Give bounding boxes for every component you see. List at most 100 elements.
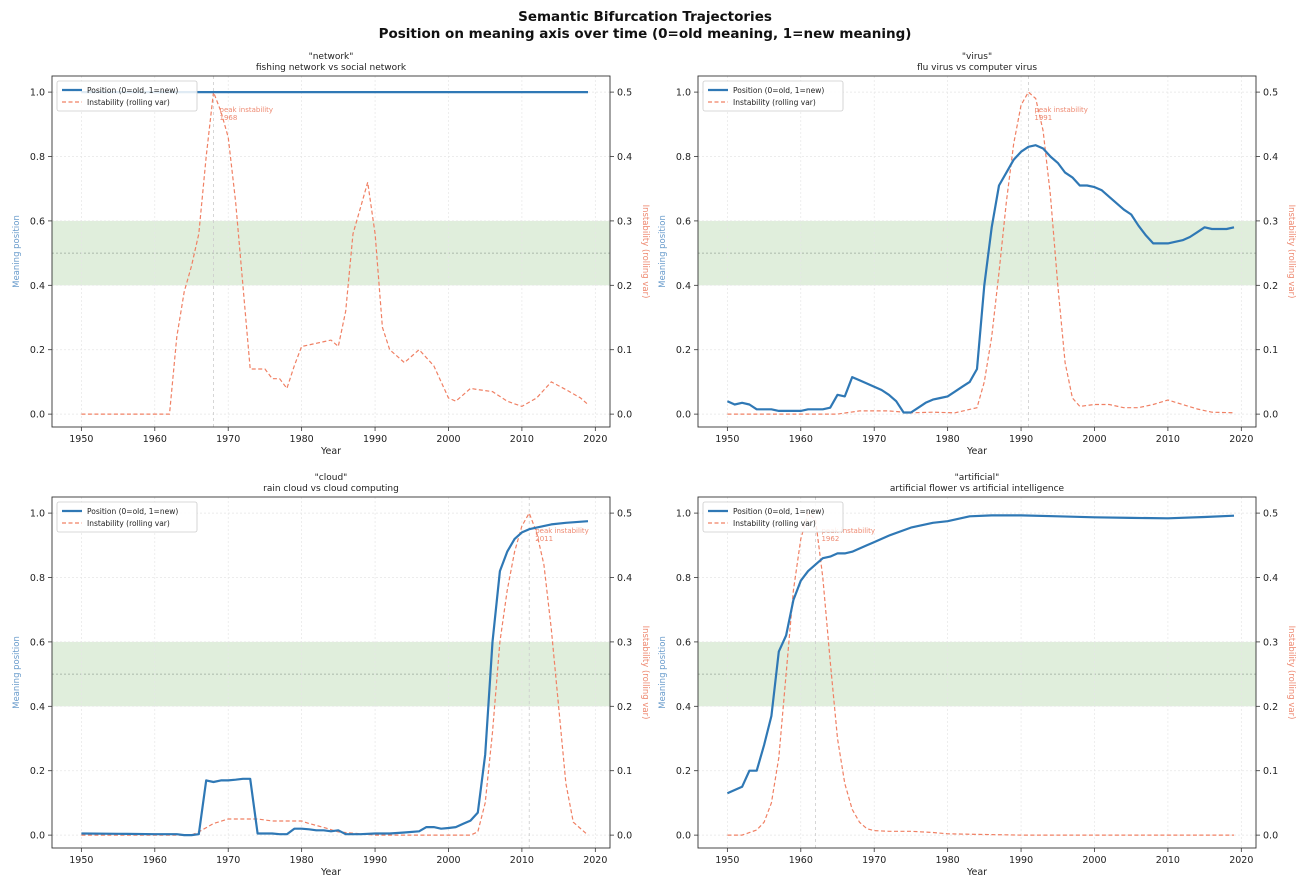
x-tick-label: 2010 [510,434,534,445]
x-tick-label: 1980 [290,434,314,445]
x-tick-label: 2020 [583,434,607,445]
peak-annotation-label: peak instability [821,527,875,535]
y-right-tick-label: 0.2 [1263,281,1278,292]
legend-box [702,80,844,112]
position-series-line [81,520,589,837]
position-series-line [726,514,1235,795]
legend-instability-label: Instability (rolling var) [87,519,170,528]
legend-position-label: Position (0=old, 1=new) [733,507,824,516]
y-left-tick-label: 0.0 [676,410,691,421]
y-left-tick-label: 0.6 [30,216,45,227]
legend-position-label: Position (0=old, 1=new) [733,86,824,95]
x-tick-label: 1980 [936,434,960,445]
peak-annotation-year: 1962 [821,535,839,543]
x-tick-label: 2020 [1229,855,1253,866]
panel-word: "artificial" [955,473,1000,483]
legend-instability-label: Instability (rolling var) [87,98,170,107]
x-tick-label: 1960 [789,434,813,445]
instability-series-line [727,91,1235,415]
transition-band [52,641,610,707]
x-tick-label: 1970 [862,855,886,866]
panel-3: 1950 1960 1970 1980 1990 2000 2010 2020 0.0 0.2 0.… [12,473,650,878]
instability-series-line [81,91,589,415]
x-tick-label: 1950 [715,855,739,866]
y-left-tick-label: 0.6 [676,216,691,227]
x-tick-label: 2000 [436,434,460,445]
axes-frame [697,75,1257,428]
y-right-tick-label: 0.3 [617,637,632,648]
x-tick-label: 1950 [69,855,93,866]
y-right-tick-label: 0.4 [1263,573,1278,584]
y-right-tick-label: 0.5 [1263,509,1278,520]
y-right-axis-label: Instability (rolling var) [640,626,650,720]
x-tick-label: 2010 [1156,434,1180,445]
panel-word: "network" [309,52,354,62]
y-right-tick-label: 0.2 [617,281,632,292]
legend-instability-label: Instability (rolling var) [733,98,816,107]
transition-band [52,220,610,286]
x-tick-label: 1950 [69,434,93,445]
legend-position-label: Position (0=old, 1=new) [87,507,178,516]
x-tick-label: 2010 [1156,855,1180,866]
x-tick-label: 1990 [1009,434,1033,445]
y-right-tick-label: 0.3 [1263,216,1278,227]
instability-series-line [81,511,589,836]
x-axis-label: Year [966,867,987,878]
y-left-axis-label: Meaning position [658,636,668,709]
peak-annotation-year: 1991 [1034,114,1052,122]
panel-word: "cloud" [315,473,348,483]
legend-position-label: Position (0=old, 1=new) [87,86,178,95]
panel-4: 1950 1960 1970 1980 1990 2000 2010 2020 0.0 0.2 0.… [658,473,1296,878]
x-axis-label: Year [320,867,341,878]
y-left-tick-label: 0.2 [30,345,45,356]
panel-contrast: flu virus vs computer virus [917,63,1037,73]
y-left-tick-label: 0.8 [30,152,45,163]
y-left-tick-label: 0.2 [30,766,45,777]
transition-band [698,220,1256,286]
y-left-axis-label: Meaning position [12,636,22,709]
y-left-tick-label: 1.0 [30,88,45,99]
y-left-tick-label: 0.8 [30,573,45,584]
panel-1: 1950 1960 1970 1980 1990 2000 2010 2020 0.0 0.2 0.… [12,52,650,457]
x-tick-label: 1960 [143,434,167,445]
y-right-axis-label: Instability (rolling var) [640,205,650,299]
y-left-tick-label: 0.4 [676,702,691,713]
x-tick-label: 2000 [1082,434,1106,445]
y-right-tick-label: 0.2 [1263,702,1278,713]
y-right-tick-label: 0.0 [1263,831,1278,842]
panel-contrast: rain cloud vs cloud computing [263,484,399,494]
peak-annotation-label: peak instability [1034,106,1088,114]
peak-annotation-label: peak instability [220,106,274,114]
x-tick-label: 1970 [216,434,240,445]
y-left-tick-label: 1.0 [676,509,691,520]
y-right-tick-label: 0.0 [617,831,632,842]
x-axis-label: Year [320,446,341,457]
y-right-axis-label: Instability (rolling var) [1286,205,1296,299]
position-series-line [726,144,1235,414]
y-right-tick-label: 0.2 [617,702,632,713]
y-right-tick-label: 0.5 [617,88,632,99]
y-left-tick-label: 0.2 [676,345,691,356]
y-left-tick-label: 1.0 [676,88,691,99]
legend-instability-label: Instability (rolling var) [733,519,816,528]
y-right-tick-label: 0.1 [617,345,632,356]
y-left-axis-label: Meaning position [658,215,668,288]
axes-frame [51,75,611,428]
x-tick-label: 1970 [216,855,240,866]
y-left-tick-label: 0.2 [676,766,691,777]
y-left-tick-label: 0.0 [676,831,691,842]
y-right-axis-label: Instability (rolling var) [1286,626,1296,720]
y-left-tick-label: 0.6 [30,637,45,648]
y-left-tick-label: 0.4 [30,281,45,292]
y-left-tick-label: 0.6 [676,637,691,648]
panel-contrast: fishing network vs social network [256,63,407,73]
y-right-tick-label: 0.1 [1263,345,1278,356]
x-tick-label: 2010 [510,855,534,866]
figure-title: Semantic Bifurcation Trajectories [518,9,772,25]
x-axis-label: Year [966,446,987,457]
y-right-tick-label: 0.1 [617,766,632,777]
y-right-tick-label: 0.4 [617,573,632,584]
y-right-tick-label: 0.4 [1263,152,1278,163]
peak-annotation-label: peak instability [535,527,589,535]
y-left-axis-label: Meaning position [12,215,22,288]
